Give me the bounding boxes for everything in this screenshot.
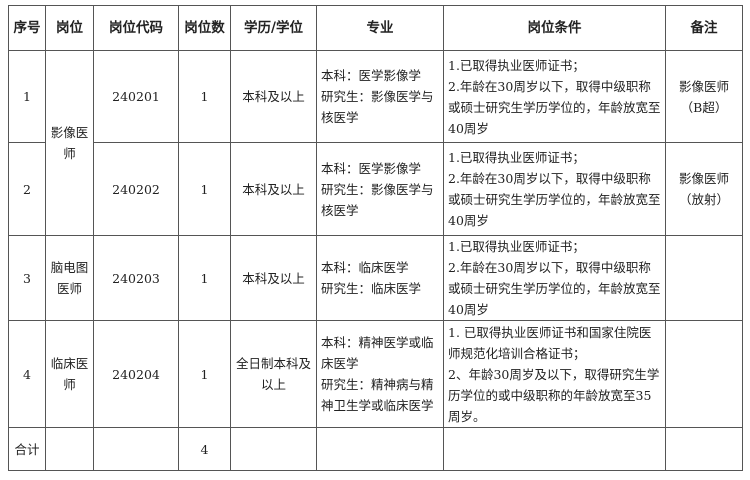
cell-count: 1 (178, 320, 231, 428)
cell-code: 240201 (93, 50, 179, 143)
header-conditions: 岗位条件 (443, 5, 666, 51)
cell-degree: 本科及以上 (230, 142, 317, 236)
cell-degree: 全日制本科及以上 (230, 320, 317, 428)
condition-line: 1.已取得执业医师证书； (448, 150, 585, 165)
empty-cell (93, 427, 179, 471)
cell-no: 3 (8, 235, 46, 321)
cell-count: 1 (178, 235, 231, 321)
cell-major: 本科：医学影像学研究生：影像医学与核医学 (316, 50, 444, 143)
cell-note: 影像医师（B超） (665, 50, 743, 143)
header-note: 备注 (665, 5, 743, 51)
cell-position: 脑电图医师 (45, 235, 94, 321)
empty-cell (230, 427, 317, 471)
cell-no: 1 (8, 50, 46, 143)
major-line: 本科：医学影像学 (321, 160, 422, 176)
major-line: 研究生：临床医学 (321, 281, 422, 296)
major-line: 研究生：影像医学与核医学 (321, 89, 434, 125)
table-row: 2 240202 1 本科及以上 本科：医学影像学研究生：影像医学与核医学 1.… (8, 142, 743, 236)
cell-count: 1 (178, 50, 231, 143)
cell-position: 影像医师 (45, 50, 94, 236)
empty-cell (45, 427, 94, 471)
condition-line: 1.已取得执业医师证书； (448, 57, 585, 73)
cell-count: 1 (178, 142, 231, 236)
header-degree: 学历/学位 (230, 5, 317, 51)
header-count: 岗位数 (178, 5, 231, 51)
condition-line: 2.年龄在30周岁以下，取得中级职称或硕士研究生学历学位的，年龄放宽至40周岁 (448, 171, 661, 228)
major-line: 研究生：影像医学与核医学 (321, 181, 434, 218)
header-position: 岗位 (45, 5, 94, 51)
cell-note (665, 320, 743, 428)
cell-note: 影像医师（放射） (665, 142, 743, 236)
cell-degree: 本科及以上 (230, 235, 317, 321)
condition-line: 2.年龄在30周岁以下，取得中级职称或硕士研究生学历学位的，年龄放宽至40周岁 (448, 78, 661, 136)
cell-note (665, 235, 743, 321)
header-row: 序号 岗位 岗位代码 岗位数 学历/学位 专业 岗位条件 备注 (8, 5, 743, 51)
condition-line: 2.年龄在30周岁以下，取得中级职称或硕士研究生学历学位的，年龄放宽至40周岁 (448, 260, 661, 317)
cell-conditions: 1.已取得执业医师证书； 2.年龄在30周岁以下，取得中级职称或硕士研究生学历学位… (443, 142, 666, 236)
cell-position: 临床医师 (45, 320, 94, 428)
header-no: 序号 (8, 5, 46, 51)
empty-cell (316, 427, 444, 471)
cell-code: 240202 (93, 142, 179, 236)
header-major: 专业 (316, 5, 444, 51)
table-row: 3 脑电图医师 240203 1 本科及以上 本科：临床医学 研究生：临床医学 1… (8, 235, 743, 321)
total-label: 合计 (8, 427, 46, 471)
total-count: 4 (178, 427, 231, 471)
cell-major: 本科：医学影像学研究生：影像医学与核医学 (316, 142, 444, 236)
cell-degree: 本科及以上 (230, 50, 317, 143)
total-row: 合计 4 (8, 427, 743, 471)
cell-major: 本科：临床医学 研究生：临床医学 (316, 235, 444, 321)
empty-cell (665, 427, 743, 471)
cell-major: 本科：精神医学或临床医学 研究生：精神病与精神卫生学或临床医学 (316, 320, 444, 428)
table-row: 1 影像医师 240201 1 本科及以上 本科：医学影像学研究生：影像医学与核… (8, 50, 743, 236)
cell-conditions: 1.已取得执业医师证书； 2.年龄在30周岁以下，取得中级职称或硕士研究生学历学位… (443, 50, 666, 143)
major-line: 研究生：精神病与精神卫生学或临床医学 (321, 377, 434, 413)
cell-conditions: 1. 已取得执业医师证书和国家住院医师规范化培训合格证书； 2、年龄30周岁及以下… (443, 320, 666, 428)
cell-no: 2 (8, 142, 46, 236)
major-line: 本科：医学影像学 (321, 68, 422, 83)
condition-line: 1.已取得执业医师证书； (448, 239, 585, 254)
condition-line: 2、年龄30周岁及以下，取得研究生学历学位的或中级职称的年龄放宽至35周岁。 (448, 366, 660, 424)
empty-cell (443, 427, 666, 471)
table-row: 4 临床医师 240204 1 全日制本科及以上 本科：精神医学或临床医学 研究生… (8, 320, 743, 428)
major-line: 本科：临床医学 (321, 260, 409, 275)
header-code: 岗位代码 (93, 5, 179, 51)
cell-code: 240204 (93, 320, 179, 428)
cell-code: 240203 (93, 235, 179, 321)
major-line: 本科：精神医学或临床医学 (321, 335, 434, 371)
condition-line: 1. 已取得执业医师证书和国家住院医师规范化培训合格证书； (448, 324, 652, 361)
positions-table: 序号 岗位 岗位代码 岗位数 学历/学位 专业 岗位条件 备注 1 影像医师 2… (8, 5, 743, 471)
cell-no: 4 (8, 320, 46, 428)
cell-conditions: 1.已取得执业医师证书； 2.年龄在30周岁以下，取得中级职称或硕士研究生学历学位… (443, 235, 666, 321)
